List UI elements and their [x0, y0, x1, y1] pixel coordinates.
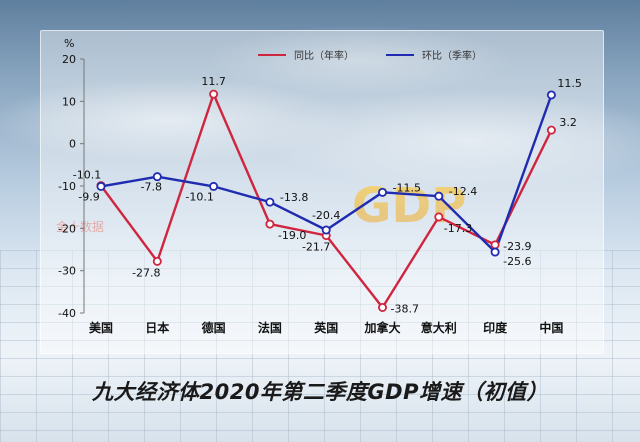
y-tick-label: -40 — [58, 307, 76, 320]
data-label-qoq: -11.5 — [393, 181, 421, 194]
data-label-yoy: -38.7 — [391, 302, 419, 315]
data-point-qoq — [490, 247, 500, 257]
data-label-yoy: 3.2 — [559, 116, 577, 129]
data-point-qoq — [434, 191, 444, 201]
data-label-qoq: -13.8 — [280, 191, 308, 204]
data-point-qoq — [546, 90, 556, 100]
data-label-qoq: -7.8 — [141, 181, 162, 194]
data-point-yoy — [434, 212, 444, 222]
data-point-qoq — [209, 181, 219, 191]
data-label-qoq: -10.1 — [185, 190, 213, 203]
legend-label-yoy: 同比（年率） — [294, 49, 354, 62]
legend-label-qoq: 环比（季率） — [422, 49, 482, 62]
data-point-yoy — [152, 256, 162, 266]
y-tick-label: -10 — [58, 180, 76, 193]
x-category-label: 中国 — [539, 320, 563, 335]
data-point-qoq — [265, 197, 275, 207]
data-point-qoq — [377, 187, 387, 197]
data-label-yoy: 11.7 — [201, 75, 226, 88]
floor-grid-background — [0, 250, 640, 442]
x-category-label: 意大利 — [421, 320, 457, 335]
x-category-label: 德国 — [202, 320, 226, 335]
data-point-yoy — [377, 302, 387, 312]
x-category-label: 印度 — [483, 320, 508, 335]
x-category-label: 法国 — [258, 320, 282, 335]
data-label-yoy: -21.7 — [302, 241, 330, 254]
x-category-label: 美国 — [89, 320, 113, 335]
chart-footer-title: 九大经济体2020年第二季度GDP增速（初值） — [91, 380, 548, 404]
data-point-qoq — [321, 225, 331, 235]
y-tick-label: -30 — [58, 265, 76, 278]
data-label-yoy: -19.0 — [278, 229, 306, 242]
data-point-qoq — [152, 172, 162, 182]
y-tick-label: 10 — [62, 95, 76, 108]
y-tick-label: 20 — [62, 53, 76, 66]
data-point-qoq — [96, 181, 106, 191]
chart-panel — [40, 30, 604, 354]
x-category-label: 英国 — [314, 320, 338, 335]
data-label-yoy: -17.3 — [444, 222, 472, 235]
data-label-qoq: -20.4 — [312, 209, 340, 222]
data-point-yoy — [490, 240, 500, 250]
data-label-qoq: 11.5 — [557, 77, 582, 90]
data-label-yoy: -27.8 — [132, 266, 160, 279]
y-tick-label: 0 — [69, 138, 76, 151]
watermark: 金十数据 — [56, 220, 105, 234]
x-category-label: 日本 — [145, 320, 169, 335]
data-label-qoq: -25.6 — [503, 255, 531, 268]
data-label-qoq: -10.1 — [73, 168, 101, 181]
data-point-yoy — [546, 125, 556, 135]
data-point-yoy — [209, 89, 219, 99]
data-label-yoy: -9.9 — [78, 191, 99, 204]
y-axis-unit-label: % — [64, 37, 74, 50]
series-line-yoy — [100, 92, 553, 309]
x-category-label: 加拿大 — [363, 320, 400, 335]
data-label-qoq: -12.4 — [449, 185, 477, 198]
y-tick-label: -20 — [58, 222, 76, 235]
data-point-yoy — [265, 219, 275, 229]
data-label-yoy: -23.9 — [503, 240, 531, 253]
